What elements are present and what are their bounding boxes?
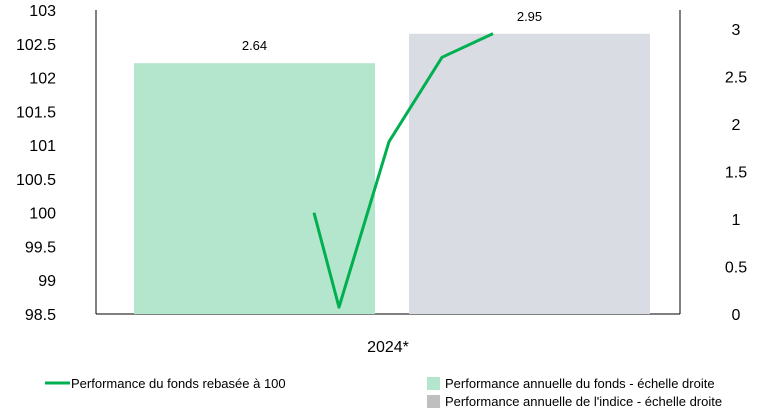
right-tick-label: 0: [732, 307, 741, 324]
left-tick-label: 100: [29, 206, 56, 223]
category-label: 2024*: [367, 339, 409, 356]
legend-label-index-annual: Performance annuelle de l'indice - échel…: [445, 394, 722, 408]
bar-data-labels: 2.64 2.95: [242, 9, 542, 53]
legend-label-fund-annual: Performance annuelle du fonds - échelle …: [445, 376, 715, 391]
bar-series: [134, 33, 650, 315]
right-tick-label: 2.5: [725, 70, 747, 87]
bar-data-label: 2.64: [242, 38, 267, 53]
left-tick-label: 99: [38, 273, 56, 290]
right-tick-label: 2: [732, 117, 741, 134]
right-axis-ticks: 3 2.5 2 1.5 1 0.5 0: [725, 22, 747, 324]
left-tick-label: 101.5: [16, 104, 56, 121]
left-tick-label: 98.5: [25, 307, 56, 324]
right-tick-label: 3: [732, 22, 741, 39]
bar-fund-annual: [134, 63, 375, 315]
right-tick-label: 0.5: [725, 260, 747, 277]
bar-data-label: 2.95: [517, 9, 542, 24]
left-tick-label: 102: [29, 71, 56, 88]
legend-swatch-index-annual: [427, 395, 440, 408]
left-axis-ticks: 103 102.5 102 101.5 101 100.5 100 99.5 99 98.5: [16, 3, 56, 324]
left-tick-label: 99.5: [25, 239, 56, 256]
right-tick-label: 1: [732, 212, 741, 229]
left-tick-label: 101: [29, 138, 56, 155]
legend-label-fund-rebased: Performance du fonds rebasée à 100: [71, 376, 286, 391]
left-tick-label: 100.5: [16, 172, 56, 189]
left-tick-label: 103: [29, 3, 56, 20]
bar-index-annual: [409, 33, 650, 314]
fund-rebased-line: [312, 32, 494, 309]
legend: Performance du fonds rebasée à 100 Perfo…: [45, 376, 722, 408]
legend-swatch-fund-annual: [427, 377, 440, 390]
right-tick-label: 1.5: [725, 165, 747, 182]
left-tick-label: 102.5: [16, 37, 56, 54]
